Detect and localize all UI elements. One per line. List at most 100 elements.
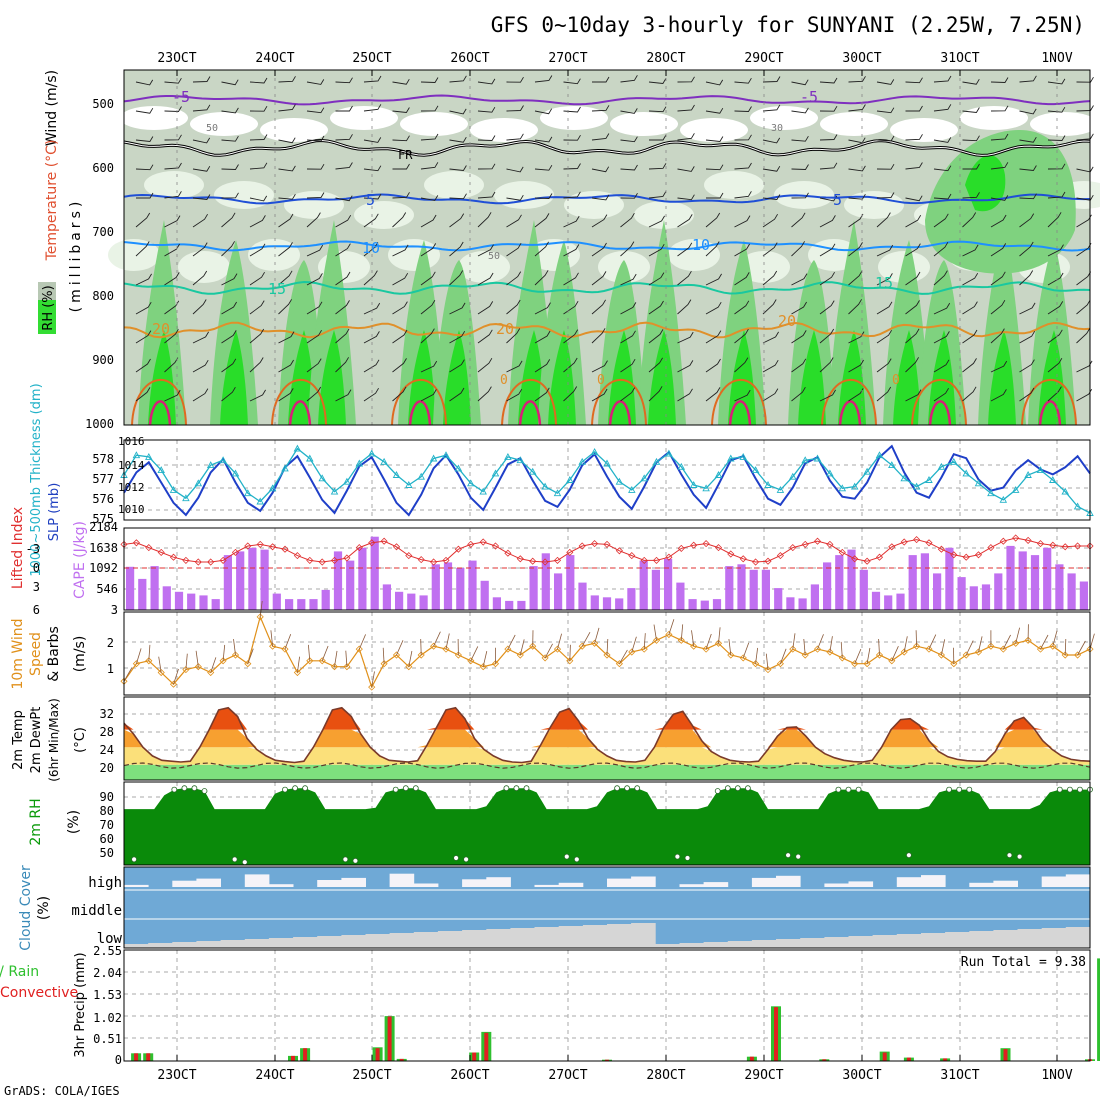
lifted-index-point [454,545,462,553]
upper-wind-barb [306,79,325,85]
isotherm-30 [288,400,312,426]
upper-wind-barb [962,135,980,142]
humidity-point [352,857,359,864]
upper-wind-barb [477,106,496,113]
isotherm-label-20: 20 [152,320,170,338]
upper-wind-barb [506,328,521,344]
upper-wind-barb [905,389,922,402]
lifted-index-point [913,536,921,544]
wind10-speed-point [1024,636,1032,644]
wind10-barb [903,636,908,653]
upper-wind-barb [420,195,439,201]
cape-bar [627,588,636,610]
top-date-label: 28OCT [646,51,685,66]
cape-bar [578,582,587,610]
upper-wind-barb [905,243,921,257]
thickness-point [603,459,611,467]
precip-convective-bar [375,1048,380,1061]
isotherm-label-0: 0 [597,373,605,388]
upper-wind-barb [876,107,895,114]
upper-wind-barb [278,359,294,373]
wind10-speed-point [132,660,140,668]
top-date-label: 29OCT [744,51,783,66]
upper-wind-barb [962,192,980,199]
top-date-label: 30OCT [842,51,881,66]
upper-wind-barb [819,162,838,170]
upper-wind-barb [990,271,1006,286]
upper-wind-barb [192,104,211,112]
upper-wind-barb [506,242,522,257]
upper-wind-barb [449,241,464,257]
isotherm-30 [1038,400,1062,426]
wind10-barb [210,657,217,673]
cloud-low-layer [655,944,680,948]
humidity-point [302,785,309,792]
lifted-index-point [851,555,859,563]
rh-moist-plume [638,220,686,425]
upper-wind-barb [933,165,952,172]
isotherm-label-20: 20 [778,312,796,330]
upper-wind-barb [791,135,809,142]
cape-bar [456,567,465,610]
upper-wind-barb [962,329,978,344]
upper-wind-barb [249,243,266,257]
upper-wind-barb [734,162,752,170]
upper-wind-barb [933,241,949,257]
upper-wind-barb [477,272,494,286]
upper-wind-barb [363,75,382,83]
upper-wind-barb [591,388,608,402]
upper-wind-barb [221,212,236,228]
upper-wind-barb [591,194,610,201]
lifted-index-point [467,540,475,548]
upper-wind-barb [876,212,891,228]
upper-wind-barb [848,104,866,112]
rh-contour-label: 50 [488,251,500,262]
upper-wind-barb [420,299,436,315]
lifted-index-point [392,543,401,551]
rh-dry-region [960,106,1028,130]
wind10-barb [718,627,721,644]
upper-wind-barb [563,272,579,286]
cloud-high-gap [776,875,801,887]
rh-axis-label: RH (%) [41,285,56,330]
isotherm-20 [123,321,1091,339]
slp-right-axis: 1016 1014 1012 1010 [118,435,145,516]
upper-wind-barb [648,215,665,228]
wind10-barb [594,627,600,644]
thickness-point [813,454,822,462]
upper-wind-barb [791,212,806,228]
precip-tick-label: 1.53 [93,988,122,1002]
upper-wind-barb [876,244,894,257]
bottom-date-axis: 23OCT 24OCT 25OCT 26OCT 27OCT 28OCT 29OC… [157,1068,1072,1083]
humidity-point [292,785,299,792]
thickness-point [169,485,178,493]
upper-wind-barb [363,270,378,286]
lifted-index-point [231,548,240,556]
cloud-high-gap [534,884,560,887]
upper-wind-barb [335,357,349,373]
cape-bar [541,553,550,610]
upper-wind-barb [506,194,524,201]
upper-wind-barb [420,360,438,373]
cloud-low-layer [945,932,970,948]
wind10-speed-point [256,613,264,621]
upper-wind-barb [705,301,722,315]
thickness-point [343,477,351,485]
thickness-point [702,484,710,492]
lifted-index-point [541,558,549,566]
upper-wind-barb [848,331,865,344]
cape-tick-label: 2184 [89,520,118,534]
wind10-barb [445,633,450,650]
lifted-index-point [764,557,772,565]
upper-wind-barb [221,358,237,373]
upper-wind-barb [819,77,838,84]
upper-wind-barb [192,137,211,144]
cloud-low-layer [462,930,487,948]
pressure-tick-label: 800 [92,289,114,303]
upper-wind-barb [249,215,266,228]
isotherm-labels: -5 -5 FR 5 5 10 10 15 15 20 20 20 0 0 0 … [152,88,900,388]
upper-wind-barb [249,389,266,402]
thickness-point [714,471,723,478]
precip-total-bar [1097,958,1100,1061]
wind10-barb [728,639,732,656]
